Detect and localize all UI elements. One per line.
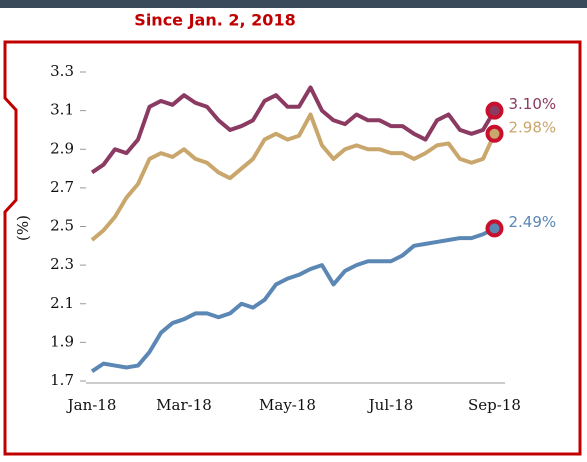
- x-tick-label: Sep-18: [468, 396, 521, 414]
- x-tick-label: Mar-18: [156, 396, 212, 414]
- end-marker: [485, 124, 504, 143]
- y-tick-label: 3.3: [50, 62, 74, 80]
- header-bar: [0, 0, 587, 8]
- y-tick-label: 2.7: [50, 178, 74, 196]
- y-tick-label: 2.3: [50, 255, 74, 273]
- end-marker: [485, 101, 504, 120]
- series-line: [90, 85, 497, 175]
- y-tick-label: 1.7: [50, 371, 74, 389]
- series-line: [90, 112, 497, 242]
- end-label: 2.49%: [509, 213, 557, 231]
- chart-title: Since Jan. 2, 2018: [134, 11, 295, 30]
- y-axis-label: (%): [14, 215, 32, 241]
- y-tick-label: 2.9: [50, 139, 74, 157]
- end-label: 3.10%: [509, 95, 557, 113]
- end-label: 2.98%: [509, 118, 557, 136]
- y-tick-label: 2.1: [50, 294, 74, 312]
- frame: [3, 40, 582, 456]
- end-marker: [485, 219, 504, 238]
- y-tick-label: 1.9: [50, 332, 74, 350]
- series-line: [90, 226, 496, 374]
- x-tick-label: Jan-18: [66, 396, 117, 414]
- y-tick-label: 3.1: [50, 101, 74, 119]
- x-tick-label: May-18: [259, 396, 316, 414]
- x-tick-label: Jul-18: [367, 396, 414, 414]
- y-tick-label: 2.5: [50, 217, 74, 235]
